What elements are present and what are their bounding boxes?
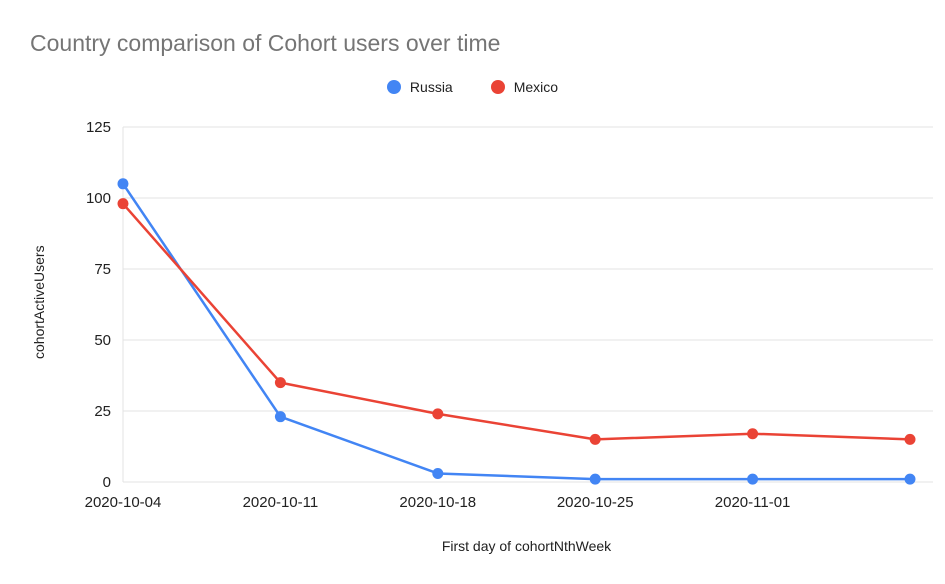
x-tick-label: 2020-10-18 [399,494,476,511]
line-chart-plot: 0 25 50 75 100 125 2020-10-04 2020-10-11 2020-10… [85,119,933,511]
y-tick-label: 100 [86,190,111,207]
data-point-mexico [274,377,286,389]
y-tick-label: 75 [94,261,111,278]
legend-item-russia[interactable]: Russia [386,79,453,95]
series-line-mexico [121,202,912,441]
data-point-russia [589,473,601,485]
legend-label-russia: Russia [409,79,453,95]
legend-label-mexico: Mexico [513,79,559,95]
data-point-mexico [432,408,444,420]
data-point-russia [274,411,286,423]
x-tick-label: 2020-10-04 [85,494,162,511]
legend-swatch-mexico-icon [490,80,505,94]
x-tick-label: 2020-11-01 [715,494,791,511]
legend-swatch-russia-icon [386,80,401,94]
y-tick-label: 25 [94,403,111,420]
data-point-mexico [589,433,601,445]
legend-item-mexico[interactable]: Mexico [490,79,559,95]
data-point-mexico [747,428,759,440]
data-point-russia [904,473,916,485]
data-point-russia [747,473,759,485]
data-point-mexico [117,198,129,210]
y-tick-label: 50 [94,332,111,349]
x-axis-title: First day of cohortNthWeek [441,538,612,554]
y-tick-label: 0 [103,474,111,491]
legend: Russia Mexico [0,79,945,95]
data-point-russia [117,178,129,190]
x-tick-label: 2020-10-25 [557,494,634,511]
y-tick-label: 125 [86,119,111,136]
chart-title: Country comparison of Cohort users over … [30,30,501,56]
data-point-russia [432,467,444,479]
series-line-russia [121,182,912,481]
x-tick-label: 2020-10-11 [243,494,319,511]
data-point-mexico [904,433,916,445]
